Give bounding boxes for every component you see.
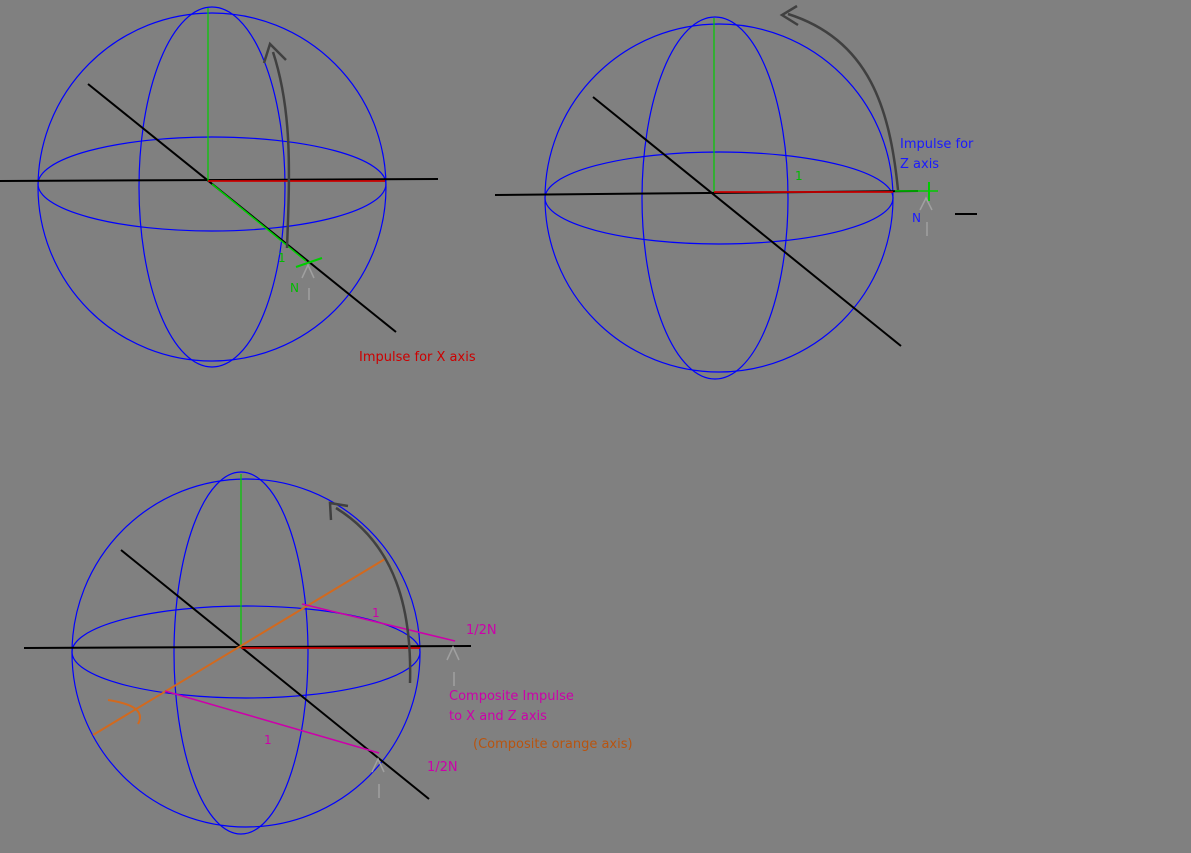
z-force-label: N: [912, 211, 921, 225]
composite-impulse-diagram: 1 1 1/2N 1/2N Composite Impulse to X and…: [23, 471, 633, 835]
x-sphere-meridian: [138, 6, 286, 368]
z-rotation-arrow-head: [779, 4, 799, 27]
c-depth-axis: [120, 549, 430, 800]
z-sphere-meridian: [641, 16, 789, 380]
x-impulse-vector: [211, 183, 307, 262]
c-orange-axis-note: (Composite orange axis): [473, 737, 633, 752]
c-rotation-arrow: [335, 506, 412, 684]
c-caption-line1: Composite Impulse: [449, 689, 574, 704]
x-force-label: N: [290, 281, 299, 295]
z-caption-line1: Impulse for: [900, 137, 974, 152]
x-unit-label: 1: [278, 251, 286, 265]
x-contact-marker: [301, 263, 315, 279]
c-contact-marker-bottom: [371, 757, 385, 773]
z-sphere-equator: [544, 151, 894, 245]
z-unit-label: 1: [795, 169, 803, 183]
x-impulse-diagram: 1 N Impulse for X axis: [0, 6, 476, 368]
z-depth-axis: [592, 96, 902, 347]
c-contact-marker-top: [446, 645, 460, 661]
x-sphere-outline: [37, 12, 387, 362]
z-caption-line2: Z axis: [900, 157, 939, 172]
c-perpendicular-mark: [107, 699, 141, 725]
c-impulse-line-top: [301, 603, 456, 642]
c-force-label-top: 1/2N: [466, 623, 497, 638]
c-horizontal-axis: [23, 645, 472, 649]
c-sphere-meridian: [173, 471, 309, 835]
c-unit-label-top: 1: [372, 606, 380, 620]
c-caption-line2: to X and Z axis: [449, 709, 547, 724]
z-impulse-diagram: 1 N Impulse for Z axis: [494, 4, 977, 380]
x-caption: Impulse for X axis: [359, 350, 476, 365]
c-sphere-equator: [71, 605, 421, 699]
c-sphere-outline: [71, 478, 421, 828]
c-unit-label-bottom: 1: [264, 733, 272, 747]
c-force-label-bottom: 1/2N: [427, 760, 458, 775]
c-rotation-arrow-head: [328, 501, 349, 521]
x-horizontal-axis: [0, 178, 439, 182]
x-rotation-arrow-head: [262, 41, 287, 64]
x-impulse-tick: [295, 257, 323, 268]
z-contact-marker: [919, 196, 933, 211]
c-impulse-line-bottom: [164, 690, 380, 754]
z-rotation-arrow: [787, 12, 900, 191]
x-sphere-equator: [37, 136, 387, 232]
x-rotation-arrow: [271, 51, 291, 249]
c-composite-orange-axis: [92, 558, 386, 736]
